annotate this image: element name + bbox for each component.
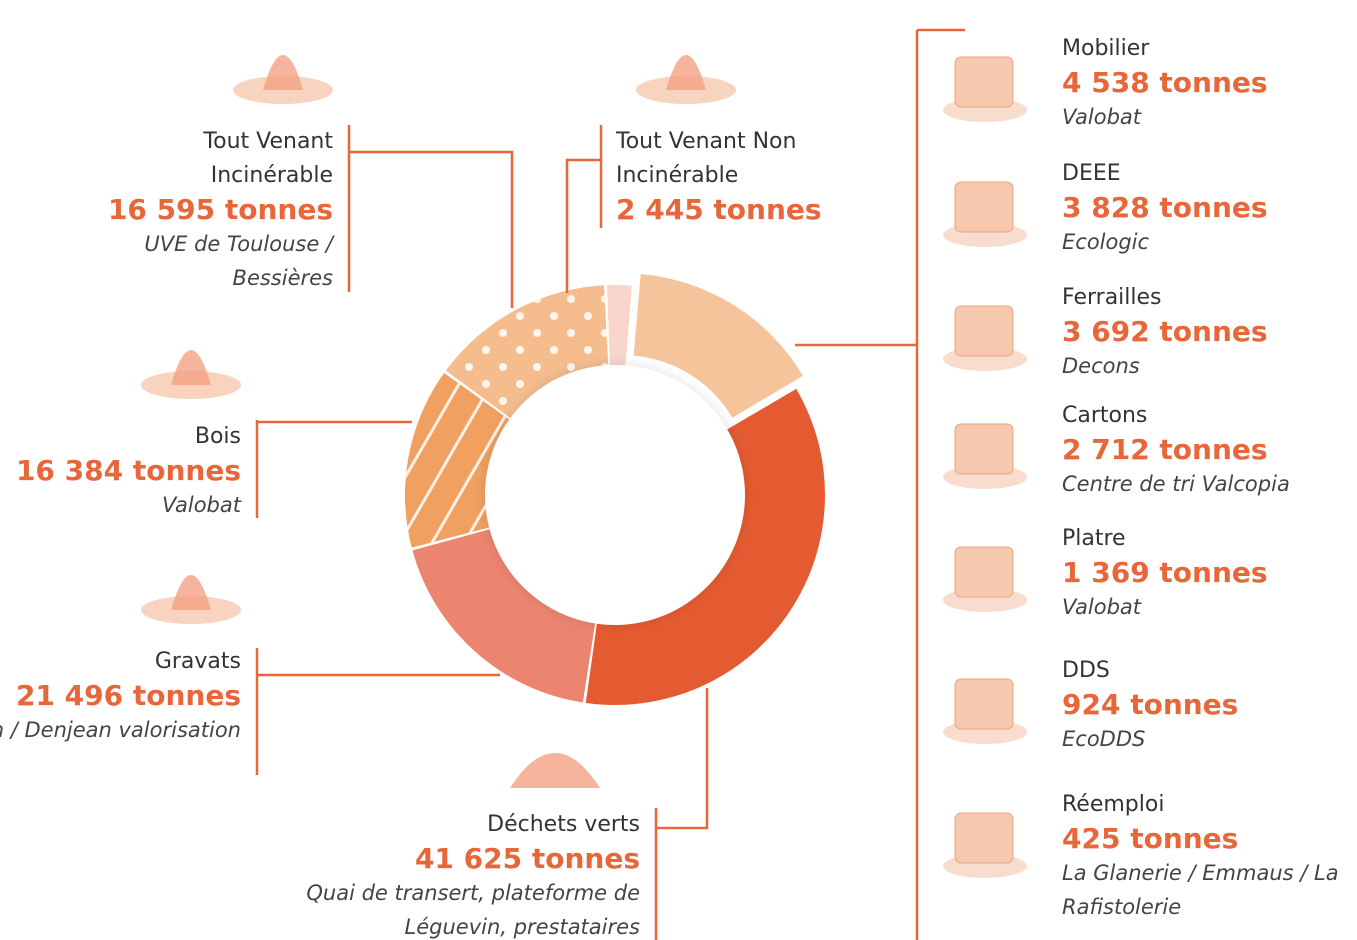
- breakdown-destination: Valobat: [1062, 590, 1352, 624]
- breakdown-destination: Decons: [1062, 349, 1352, 383]
- segment-destination: Quai de transert, plateforme de Léguevin…: [260, 876, 640, 940]
- icon: [666, 55, 706, 90]
- icon: [510, 753, 600, 788]
- segment-destination: UVE de Toulouse / Bessières: [103, 227, 333, 295]
- icon: [263, 55, 303, 90]
- connector: [567, 160, 601, 293]
- segment-name: Tout Venant Non Incinérable: [616, 125, 856, 193]
- segment-name: Déchets verts: [260, 808, 640, 842]
- donut-segment: [607, 285, 632, 367]
- icon: [955, 547, 1013, 597]
- breakdown-value: 4 538 tonnes: [1062, 66, 1352, 100]
- breakdown-name: Mobilier: [1062, 32, 1352, 66]
- donut-hole: [485, 365, 745, 625]
- breakdown-destination: Ecologic: [1062, 225, 1352, 259]
- icon: [955, 679, 1013, 729]
- breakdown-value: 425 tonnes: [1062, 822, 1352, 856]
- icon: [171, 350, 211, 385]
- segment-destination: Cassin / Denjean valorisation: [0, 713, 241, 747]
- segment-value: 21 496 tonnes: [0, 679, 241, 713]
- segment-name: Gravats: [0, 645, 241, 679]
- breakdown-value: 924 tonnes: [1062, 688, 1352, 722]
- icon: [955, 57, 1013, 107]
- segment-name: Bois: [0, 420, 241, 454]
- icon: [171, 575, 211, 610]
- breakdown-destination: Centre de tri Valcopia: [1062, 467, 1352, 501]
- breakdown-value: 3 828 tonnes: [1062, 191, 1352, 225]
- breakdown-name: DDS: [1062, 654, 1352, 688]
- segment-value: 16 384 tonnes: [0, 454, 241, 488]
- connector: [656, 688, 707, 828]
- breakdown-destination: Valobat: [1062, 100, 1352, 134]
- segment-destination: Valobat: [0, 488, 241, 522]
- icon: [955, 424, 1013, 474]
- breakdown-name: Réemploi: [1062, 788, 1352, 822]
- breakdown-name: DEEE: [1062, 157, 1352, 191]
- infographic: Déchets verts41 625 tonnesQuai de transe…: [0, 0, 1357, 940]
- breakdown-name: Ferrailles: [1062, 281, 1352, 315]
- segment-value: 16 595 tonnes: [103, 193, 333, 227]
- breakdown-name: Cartons: [1062, 399, 1352, 433]
- connector: [349, 152, 512, 308]
- breakdown-destination: La Glanerie / Emmaus / La Rafistolerie: [1062, 856, 1352, 924]
- breakdown-value: 1 369 tonnes: [1062, 556, 1352, 590]
- breakdown-value: 2 712 tonnes: [1062, 433, 1352, 467]
- icon: [955, 813, 1013, 863]
- icon: [955, 306, 1013, 356]
- breakdown-name: Platre: [1062, 522, 1352, 556]
- segment-value: 41 625 tonnes: [260, 842, 640, 876]
- segment-name: Tout Venant Incinérable: [103, 125, 333, 193]
- segment-value: 2 445 tonnes: [616, 193, 856, 227]
- icon: [955, 182, 1013, 232]
- breakdown-value: 3 692 tonnes: [1062, 315, 1352, 349]
- breakdown-destination: EcoDDS: [1062, 722, 1352, 756]
